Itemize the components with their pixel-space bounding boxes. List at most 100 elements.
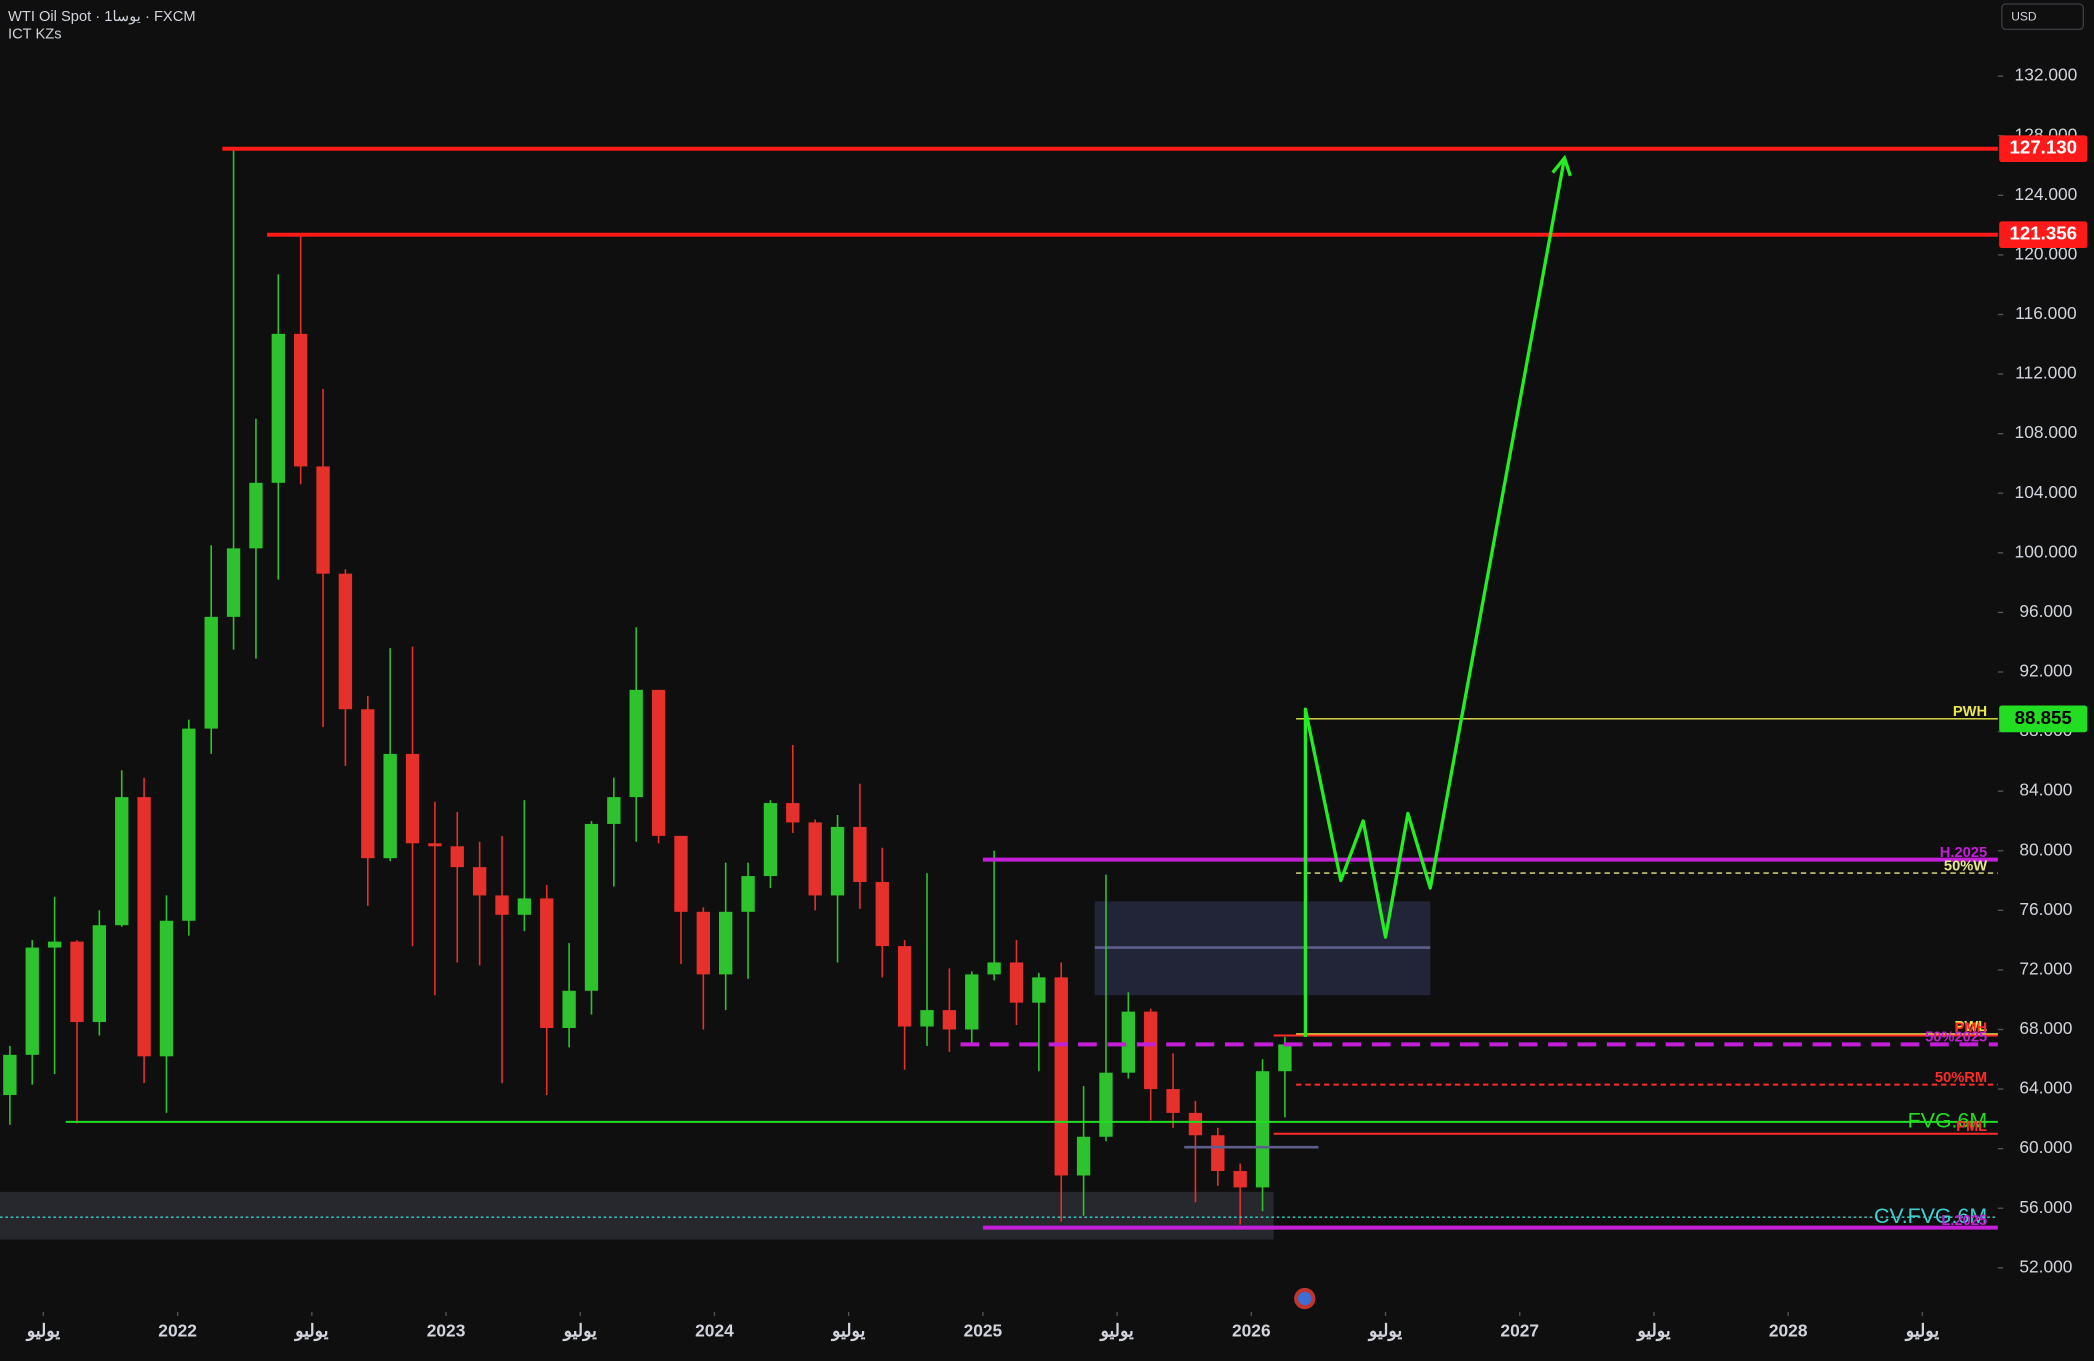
x-tick-label: يوليو bbox=[1367, 1321, 1402, 1342]
candle-body bbox=[942, 1010, 957, 1030]
candle-body bbox=[517, 898, 532, 915]
level-label: L.2025 bbox=[1941, 1213, 1987, 1229]
indicator-name: ICT KZs bbox=[8, 27, 62, 43]
candle-body bbox=[763, 803, 778, 877]
y-tick-label: 76.000 bbox=[2019, 899, 2072, 919]
price-tag-label: 88.855 bbox=[2015, 707, 2072, 728]
candle-body bbox=[361, 709, 375, 859]
candle-body bbox=[204, 616, 218, 729]
level-label: PWL bbox=[1955, 1019, 1988, 1035]
y-tick-label: 64.000 bbox=[2019, 1078, 2072, 1098]
candle-body bbox=[875, 882, 889, 947]
candle-body bbox=[383, 753, 397, 859]
candle-body bbox=[159, 920, 174, 1057]
y-tick-label: 132.000 bbox=[2015, 65, 2078, 85]
y-tick-label: 72.000 bbox=[2019, 958, 2072, 978]
candle-body bbox=[182, 728, 196, 921]
candle-body bbox=[651, 689, 666, 836]
candle-body bbox=[1211, 1135, 1225, 1172]
x-tick-label: 2025 bbox=[964, 1321, 1003, 1341]
candle-body bbox=[965, 974, 979, 1030]
candle-body bbox=[25, 947, 39, 1055]
candle-body bbox=[316, 466, 330, 574]
price-tag bbox=[1999, 705, 2088, 733]
chart-title: WTI Oil Spot · 1يوسا · FXCM bbox=[8, 9, 196, 25]
y-tick-label: 60.000 bbox=[2019, 1137, 2072, 1157]
candle-body bbox=[808, 822, 822, 896]
candle-body bbox=[294, 333, 308, 467]
candle-body bbox=[115, 797, 129, 926]
candle-body bbox=[786, 803, 800, 823]
y-tick-label: 120.000 bbox=[2015, 243, 2078, 263]
candle-body bbox=[495, 895, 509, 915]
x-tick-label: يوليو bbox=[1904, 1321, 1939, 1342]
y-tick-label: 104.000 bbox=[2015, 482, 2078, 502]
y-tick-label: 56.000 bbox=[2019, 1197, 2072, 1217]
candle-body bbox=[1166, 1089, 1180, 1113]
candle-body bbox=[987, 962, 1001, 975]
level-label: 50%W bbox=[1944, 858, 1987, 874]
y-tick-label: 80.000 bbox=[2019, 839, 2072, 859]
candle-body bbox=[1255, 1071, 1270, 1188]
candle-body bbox=[1121, 1011, 1136, 1073]
y-tick-label: 92.000 bbox=[2019, 661, 2072, 681]
candle-body bbox=[92, 925, 107, 1023]
x-tick-label: يوليو bbox=[562, 1321, 597, 1342]
x-tick-label: 2023 bbox=[427, 1321, 466, 1341]
event-flag bbox=[1294, 1287, 1316, 1310]
candle-body bbox=[47, 941, 62, 948]
y-tick-label: 112.000 bbox=[2015, 363, 2076, 383]
candle-body bbox=[428, 843, 442, 847]
candle-body bbox=[719, 911, 733, 975]
candle-body bbox=[1076, 1136, 1091, 1176]
candle-body bbox=[607, 797, 621, 824]
candle-body bbox=[405, 753, 420, 844]
level-label: 50%2025 bbox=[1925, 1030, 1987, 1046]
candle-body bbox=[3, 1054, 17, 1096]
x-tick-label: 2027 bbox=[1500, 1321, 1539, 1341]
candle-body bbox=[674, 835, 688, 912]
candle-body bbox=[1009, 962, 1024, 1003]
x-tick-label: يوليو bbox=[1098, 1321, 1133, 1342]
currency-button[interactable] bbox=[2001, 3, 2084, 31]
candle-body bbox=[1233, 1171, 1247, 1188]
candle-body bbox=[472, 867, 487, 896]
candle-body bbox=[70, 941, 84, 1023]
level-label: PWH bbox=[1953, 704, 1987, 720]
price-tag-label: 127.130 bbox=[2009, 137, 2077, 158]
y-tick-label: 108.000 bbox=[2015, 422, 2078, 442]
price-tag bbox=[1999, 221, 2088, 249]
price-tag-label: 121.356 bbox=[2009, 223, 2077, 244]
projection-path bbox=[1303, 157, 1567, 1037]
candle-body bbox=[249, 482, 263, 549]
level-label: 50%RM bbox=[1935, 1070, 1987, 1086]
candle-body bbox=[226, 548, 241, 617]
x-tick-label: يوليو bbox=[293, 1321, 328, 1342]
x-tick-label: 2028 bbox=[1769, 1321, 1808, 1341]
candle-body bbox=[584, 823, 599, 991]
candle-body bbox=[450, 846, 464, 868]
candle-body bbox=[830, 826, 845, 896]
candle-body bbox=[562, 990, 576, 1029]
candle-body bbox=[897, 946, 912, 1027]
candle-body bbox=[338, 573, 353, 710]
currency-label[interactable]: USD bbox=[2011, 10, 2037, 24]
candle-body bbox=[1099, 1072, 1113, 1137]
x-tick-label: يوليو bbox=[830, 1321, 865, 1342]
candle-body bbox=[629, 689, 643, 798]
candle-body bbox=[920, 1010, 934, 1027]
x-tick-label: 2026 bbox=[1232, 1321, 1271, 1341]
candle-body bbox=[1188, 1112, 1203, 1136]
level-label: PML bbox=[1956, 1119, 1987, 1135]
x-tick-label: يوليو bbox=[1635, 1321, 1670, 1342]
x-tick-label: 2024 bbox=[695, 1321, 734, 1341]
candle-body bbox=[1054, 977, 1068, 1176]
candle-body bbox=[696, 911, 710, 975]
zone bbox=[0, 1191, 1274, 1240]
candle-body bbox=[741, 876, 755, 912]
level-label: PMH bbox=[1955, 1021, 1988, 1037]
candle-body bbox=[1278, 1044, 1292, 1072]
